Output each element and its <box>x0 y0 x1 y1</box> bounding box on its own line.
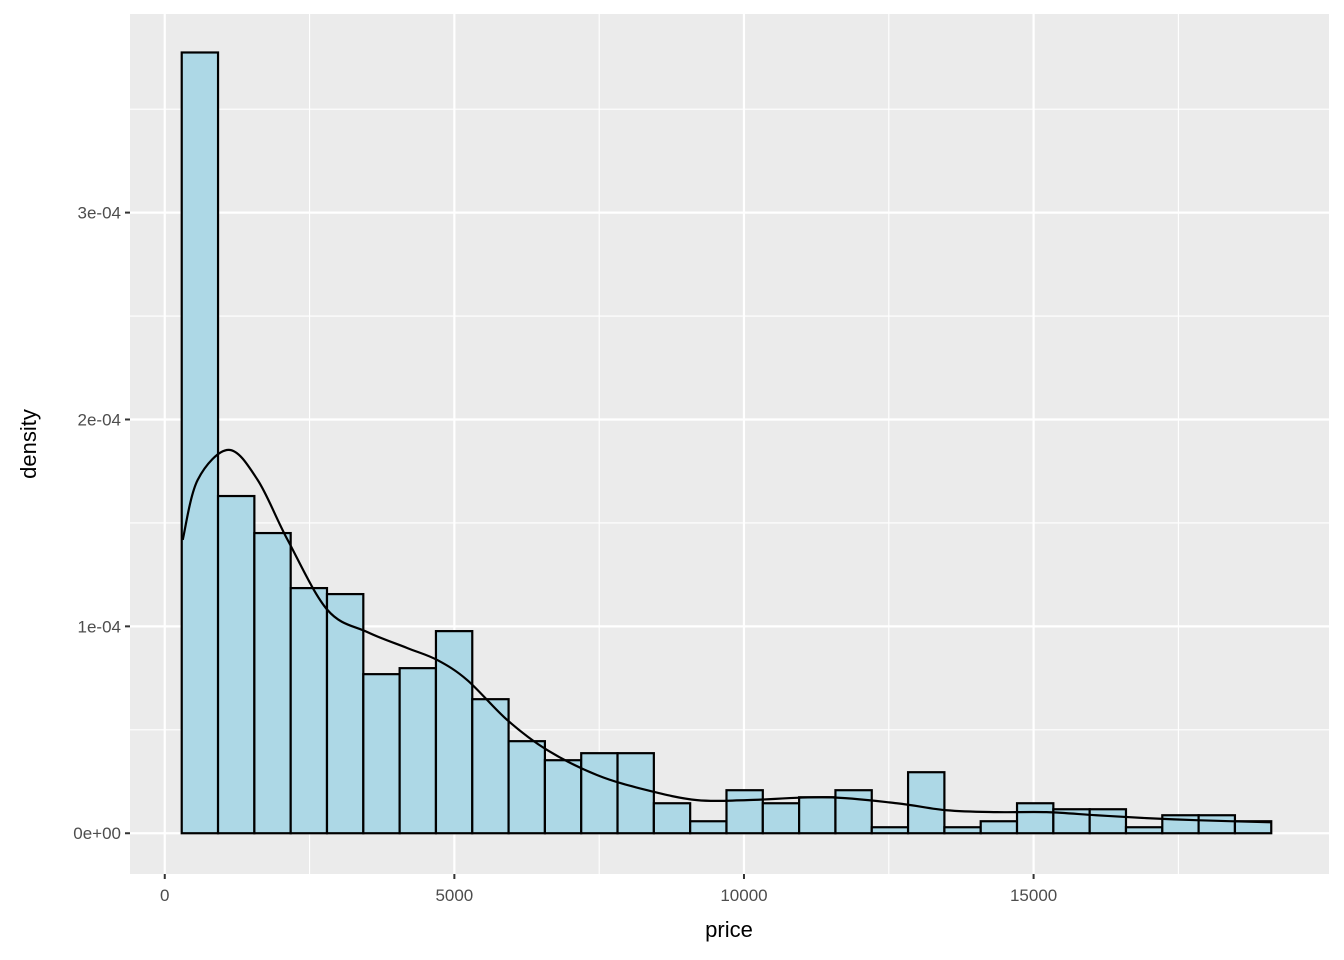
histogram-bar <box>1197 814 1237 835</box>
histogram-bar <box>943 826 982 835</box>
y-tick-label: 1e-04 <box>78 617 121 636</box>
histogram-bar <box>289 586 329 835</box>
histogram-bar <box>253 531 292 835</box>
x-tick-label: 15000 <box>1010 886 1057 905</box>
histogram-bar <box>580 752 619 835</box>
histogram-bar <box>398 667 438 835</box>
y-axis: 0e+00 1e-04 2e-04 3e-04 <box>73 204 130 843</box>
histogram-bar <box>652 802 692 835</box>
histogram-bar <box>216 494 256 835</box>
histogram-bar <box>325 592 365 835</box>
histogram-bar <box>798 796 837 835</box>
x-tick-label: 10000 <box>720 886 767 905</box>
histogram-bar <box>870 826 910 835</box>
histogram-bar <box>761 802 801 835</box>
histogram-bar <box>979 820 1019 835</box>
histogram-bar <box>834 789 873 835</box>
histogram-bar <box>362 673 401 835</box>
histogram-bar <box>1015 802 1055 835</box>
histogram-bar <box>1124 826 1164 835</box>
y-tick-label: 3e-04 <box>78 204 121 223</box>
x-axis-title: price <box>705 917 753 942</box>
histogram-bar <box>689 820 728 835</box>
histogram-bar <box>180 51 220 835</box>
minor-gridlines <box>130 14 1329 874</box>
x-tick-label: 0 <box>160 886 169 905</box>
x-axis: 0 5000 10000 15000 <box>160 874 1057 905</box>
histogram-bar <box>1161 814 1200 835</box>
y-tick-label: 0e+00 <box>73 824 121 843</box>
y-tick-label: 2e-04 <box>78 410 121 429</box>
histogram-bar <box>725 789 764 835</box>
histogram-bar <box>471 698 510 835</box>
histogram-bars <box>180 51 1273 835</box>
histogram-bar <box>543 759 583 835</box>
histogram-bar <box>616 752 655 835</box>
histogram-bar <box>906 771 946 835</box>
y-axis-title: density <box>16 409 41 479</box>
histogram-bar <box>1088 808 1128 835</box>
density-curve <box>181 448 1272 824</box>
x-tick-label: 5000 <box>435 886 473 905</box>
histogram-bar <box>434 630 474 835</box>
histogram-bar <box>507 740 547 835</box>
